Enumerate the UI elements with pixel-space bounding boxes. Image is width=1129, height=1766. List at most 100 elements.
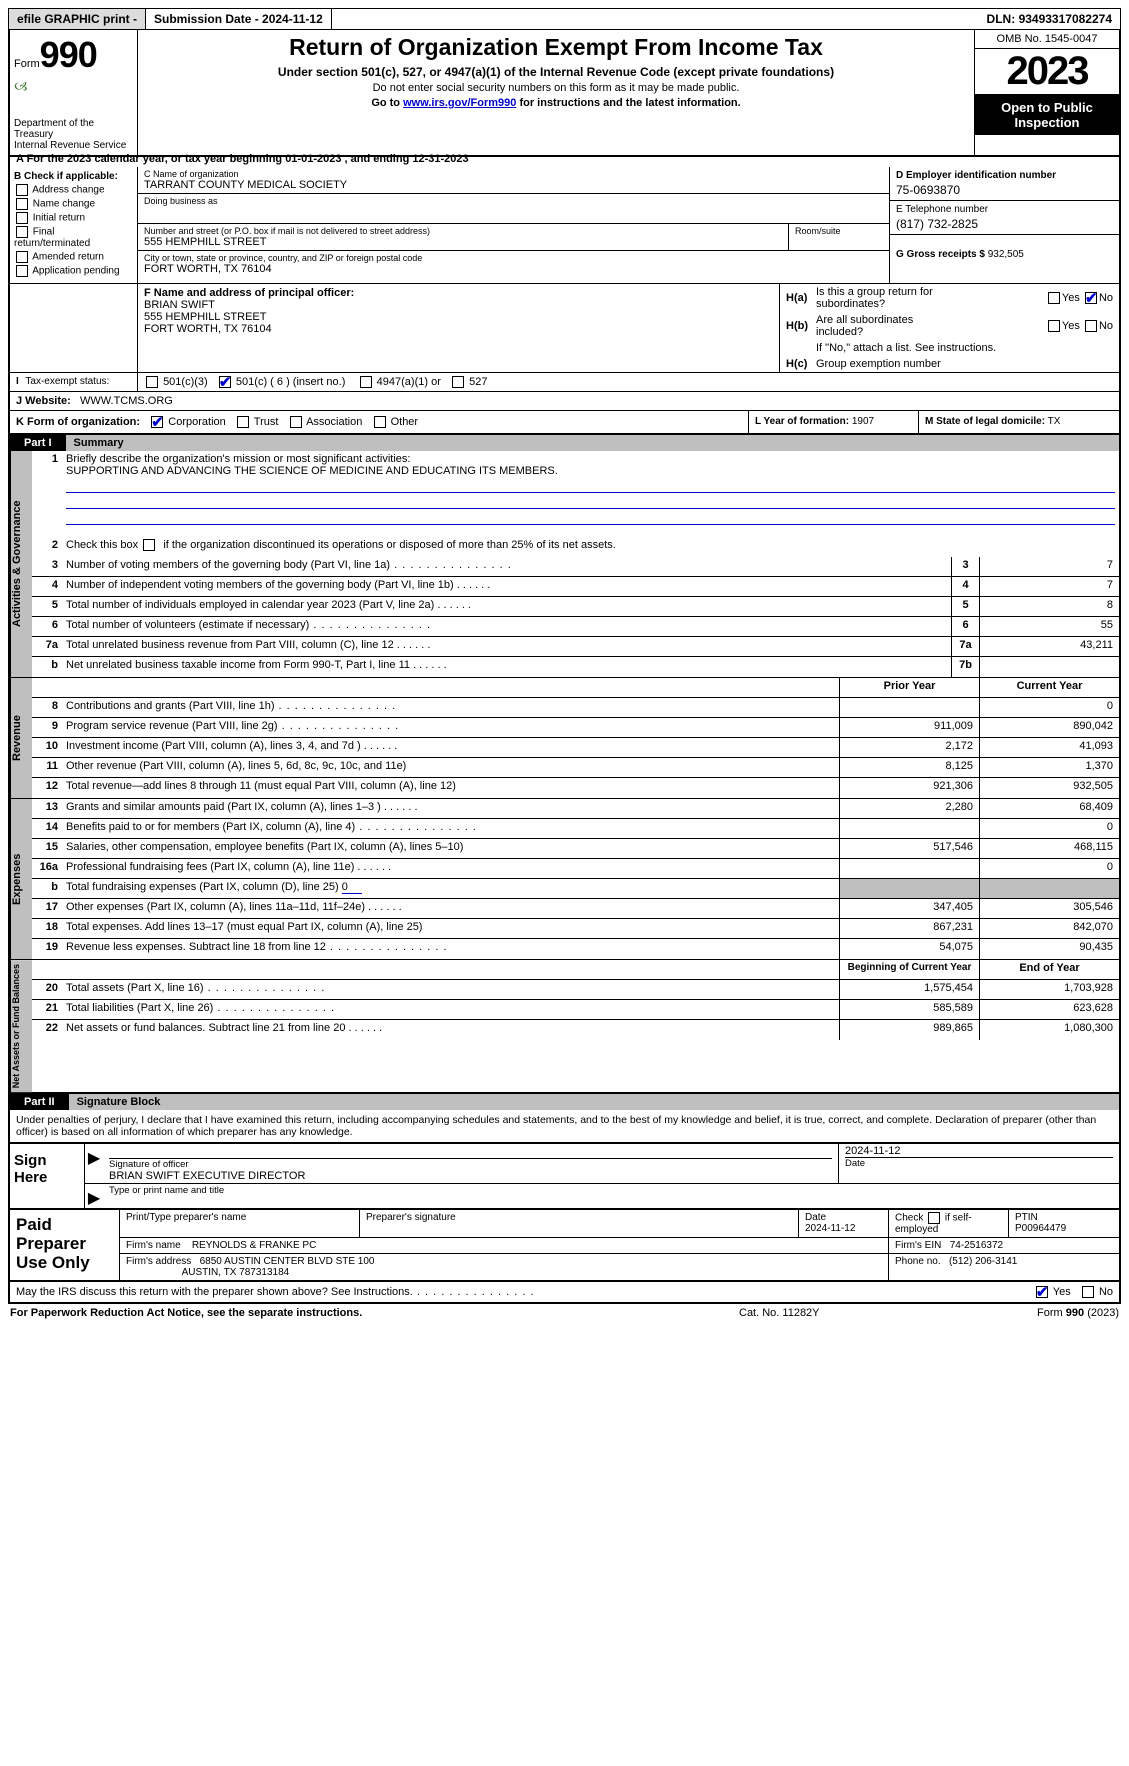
dept-treasury: Department of the Treasury [14, 118, 133, 140]
discuss-yes[interactable] [1036, 1286, 1048, 1298]
chk-address-change[interactable]: Address change [14, 184, 133, 196]
chk-association[interactable] [290, 416, 302, 428]
city-state-zip: FORT WORTH, TX 76104 [144, 263, 883, 275]
street-address: 555 HEMPHILL STREET [144, 236, 782, 248]
officer-addr2: FORT WORTH, TX 76104 [144, 323, 272, 335]
chk-4947[interactable] [360, 376, 372, 388]
type-name-label: Type or print name and title [103, 1184, 1119, 1208]
chk-527[interactable] [452, 376, 464, 388]
line-7a: Total unrelated business revenue from Pa… [62, 637, 951, 656]
chk-application-pending[interactable]: Application pending [14, 265, 133, 277]
chk-discontinued[interactable] [143, 539, 155, 551]
line-21: Total liabilities (Part X, line 26) [62, 1000, 839, 1019]
h-a-no[interactable] [1085, 292, 1097, 304]
dba-label: Doing business as [144, 196, 883, 206]
sign-date: 2024-11-12 [845, 1145, 1113, 1158]
col-current-year: Current Year [979, 678, 1119, 697]
chk-name-change[interactable]: Name change [14, 198, 133, 210]
h-b-label: H(b) [786, 320, 816, 332]
row-k-form-org: K Form of organization: Corporation Trus… [10, 411, 749, 433]
discuss-irs-text: May the IRS discuss this return with the… [16, 1286, 1034, 1298]
paperwork-notice: For Paperwork Reduction Act Notice, see … [10, 1307, 739, 1319]
line-20: Total assets (Part X, line 16) [62, 980, 839, 999]
form-footer: Form 990 (2023) [939, 1307, 1119, 1319]
val-7b [979, 657, 1119, 677]
gross-receipts-label: G Gross receipts $ [896, 249, 985, 260]
chk-501c[interactable] [219, 376, 231, 388]
chk-other[interactable] [374, 416, 386, 428]
self-employed-check[interactable]: Check if self-employed [889, 1210, 1009, 1237]
phone-label: E Telephone number [896, 204, 1113, 215]
line-12: Total revenue—add lines 8 through 11 (mu… [62, 778, 839, 798]
tab-governance: Activities & Governance [10, 451, 32, 677]
firm-phone: (512) 206-3141 [949, 1256, 1017, 1267]
discuss-no[interactable] [1082, 1286, 1094, 1298]
chk-501c3[interactable] [146, 376, 158, 388]
tax-year: 2023 [975, 49, 1119, 95]
phone-value: (817) 732-2825 [896, 215, 1113, 231]
mission-label: Briefly describe the organization's miss… [66, 453, 410, 465]
h-a-label: H(a) [786, 292, 816, 304]
dln: DLN: 93493317082274 [979, 9, 1120, 29]
website-url[interactable]: WWW.TCMS.ORG [80, 395, 173, 407]
ptin-value: P00964479 [1015, 1223, 1066, 1234]
h-c-label: H(c) [786, 358, 816, 370]
officer-name-title: BRIAN SWIFT EXECUTIVE DIRECTOR [109, 1170, 832, 1182]
line-11: Other revenue (Part VIII, column (A), li… [62, 758, 839, 777]
line-10: Investment income (Part VIII, column (A)… [62, 738, 839, 757]
efile-print-button[interactable]: efile GRAPHIC print - [9, 9, 146, 29]
box-b: B Check if applicable: Address change Na… [10, 167, 138, 283]
instructions-link[interactable]: Go to www.irs.gov/Form990 for instructio… [146, 97, 966, 109]
preparer-name-label: Print/Type preparer's name [120, 1210, 360, 1237]
org-name: TARRANT COUNTY MEDICAL SOCIETY [144, 179, 883, 191]
room-label: Room/suite [795, 226, 883, 236]
sign-date-label: Date [845, 1158, 1113, 1169]
form-subtitle: Under section 501(c), 527, or 4947(a)(1)… [146, 65, 966, 79]
tab-net-assets: Net Assets or Fund Balances [10, 960, 32, 1092]
box-f: F Name and address of principal officer:… [138, 284, 779, 372]
line-13: Grants and similar amounts paid (Part IX… [62, 799, 839, 818]
line-2: Check this box if the organization disco… [62, 537, 1119, 557]
line-19: Revenue less expenses. Subtract line 18 … [62, 939, 839, 959]
val-5: 8 [979, 597, 1119, 616]
cat-number: Cat. No. 11282Y [739, 1307, 939, 1319]
ein-value: 75-0693870 [896, 181, 1113, 197]
val-7a: 43,211 [979, 637, 1119, 656]
col-prior-year: Prior Year [839, 678, 979, 697]
mission-text: SUPPORTING AND ADVANCING THE SCIENCE OF … [66, 465, 558, 477]
form-title: Return of Organization Exempt From Incom… [146, 34, 966, 61]
line-16b: Total fundraising expenses (Part IX, col… [62, 879, 839, 898]
submission-date: Submission Date - 2024-11-12 [146, 9, 332, 29]
firm-addr2: AUSTIN, TX 787313184 [182, 1267, 290, 1278]
chk-initial-return[interactable]: Initial return [14, 212, 133, 224]
chk-corporation[interactable] [151, 416, 163, 428]
line-7b: Net unrelated business taxable income fr… [62, 657, 951, 677]
box-h: H(a) Is this a group return forsubordina… [779, 284, 1119, 372]
h-b-yes[interactable] [1048, 320, 1060, 332]
part2-title: Signature Block [69, 1094, 1119, 1110]
box-b-label: B Check if applicable: [14, 171, 133, 182]
part1-num: Part I [10, 435, 66, 451]
line-22: Net assets or fund balances. Subtract li… [62, 1020, 839, 1040]
ein-label: D Employer identification number [896, 170, 1113, 181]
prep-date: 2024-11-12 [805, 1223, 855, 1234]
sig-officer-label: Signature of officer [109, 1159, 832, 1170]
h-a-yes[interactable] [1048, 292, 1060, 304]
chk-final-return[interactable]: Final return/terminated [14, 226, 133, 249]
line-17: Other expenses (Part IX, column (A), lin… [62, 899, 839, 918]
state-domicile: M State of legal domicile: TX [919, 411, 1119, 433]
line-5: Total number of individuals employed in … [62, 597, 951, 616]
line-9: Program service revenue (Part VIII, line… [62, 718, 839, 737]
form-prefix: Form [14, 58, 40, 70]
part2-num: Part II [10, 1094, 69, 1110]
arrow-icon: ▶ [85, 1144, 103, 1183]
h-b-no[interactable] [1085, 320, 1097, 332]
chk-trust[interactable] [237, 416, 249, 428]
irs-label: Internal Revenue Service [14, 140, 133, 151]
preparer-sig-label: Preparer's signature [360, 1210, 799, 1237]
chk-amended-return[interactable]: Amended return [14, 251, 133, 263]
top-bar: efile GRAPHIC print - Submission Date - … [8, 8, 1121, 30]
line-6: Total number of volunteers (estimate if … [62, 617, 951, 636]
tab-revenue: Revenue [10, 678, 32, 798]
firm-name: REYNOLDS & FRANKE PC [192, 1240, 316, 1251]
